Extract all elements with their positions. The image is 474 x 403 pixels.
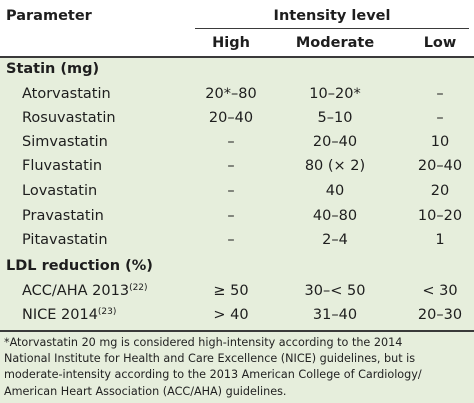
ldl-high: ≥ 50 xyxy=(213,283,249,299)
statin-moderate: 80 (× 2) xyxy=(304,158,366,174)
statin-section-label: Statin (mg) xyxy=(6,61,100,77)
statin-low: 1 xyxy=(435,232,445,248)
ldl-guideline-label: NICE 2014 xyxy=(22,307,98,323)
statin-low: 20 xyxy=(430,183,450,199)
ldl-high: > 40 xyxy=(213,307,249,323)
ldl-guideline-reference: (23) xyxy=(97,307,117,317)
footnote-line: moderate-intensity according to the 2013… xyxy=(4,368,422,382)
header-row-2 xyxy=(0,29,474,57)
statin-name: Pitavastatin xyxy=(22,232,108,248)
statin-moderate: 40–80 xyxy=(312,208,358,224)
statin-name: Fluvastatin xyxy=(22,158,103,174)
ldl-low: 20–30 xyxy=(417,307,463,323)
low-header: Low xyxy=(423,35,457,51)
table-footnote: *Atorvastatin 20 mg is considered high-i… xyxy=(4,335,470,400)
statin-low: 10–20 xyxy=(417,208,463,224)
statin-name: Atorvastatin xyxy=(22,86,111,102)
statin-high: – xyxy=(227,183,235,199)
statin-name: Lovastatin xyxy=(22,183,98,199)
footnote-line: *Atorvastatin 20 mg is considered high-i… xyxy=(4,336,403,349)
intensity-header: Intensity level xyxy=(273,8,391,24)
statin-high: – xyxy=(227,208,235,224)
statin-moderate: 10–20* xyxy=(309,86,361,102)
table-body xyxy=(0,57,474,331)
statin-high: – xyxy=(227,158,235,174)
statin-low: 20–40 xyxy=(417,158,463,174)
ldl-moderate: 30–< 50 xyxy=(304,283,366,299)
statin-moderate: 40 xyxy=(325,183,345,199)
statin-high: 20*–80 xyxy=(205,86,257,102)
body-bottom-rule xyxy=(0,330,474,332)
ldl-guideline-name: ACC/AHA 2013(22) xyxy=(22,282,148,300)
moderate-header: Moderate xyxy=(295,35,375,51)
statin-low: 10 xyxy=(430,134,450,150)
statin-name: Simvastatin xyxy=(22,134,108,150)
high-header: High xyxy=(212,35,250,51)
ldl-guideline-name: NICE 2014(23) xyxy=(22,306,116,324)
statin-high: 20–40 xyxy=(208,110,254,126)
statin-moderate: 5–10 xyxy=(317,110,353,126)
footnote-line: American Heart Association (ACC/AHA) gui… xyxy=(4,384,287,398)
ldl-low: < 30 xyxy=(422,283,458,299)
statin-high: – xyxy=(227,134,235,150)
parameter-header: Parameter xyxy=(6,8,92,24)
header-row-1 xyxy=(0,0,474,29)
footnote-line: National Institute for Health and Care E… xyxy=(4,352,416,366)
intensity-underline xyxy=(195,28,469,29)
statin-low: – xyxy=(436,86,444,102)
statin-name: Pravastatin xyxy=(22,208,104,224)
statin-name: Rosuvastatin xyxy=(22,110,116,126)
statin-moderate: 2–4 xyxy=(322,232,348,248)
statin-moderate: 20–40 xyxy=(312,134,358,150)
statin-low: – xyxy=(436,110,444,126)
ldl-section-label: LDL reduction (%) xyxy=(6,258,153,274)
ldl-guideline-reference: (22) xyxy=(129,283,148,293)
footnote-area xyxy=(0,331,474,403)
statin-high: – xyxy=(227,232,235,248)
ldl-guideline-label: ACC/AHA 2013 xyxy=(22,283,130,299)
header-bottom-rule xyxy=(0,56,474,58)
ldl-moderate: 31–40 xyxy=(312,307,358,323)
